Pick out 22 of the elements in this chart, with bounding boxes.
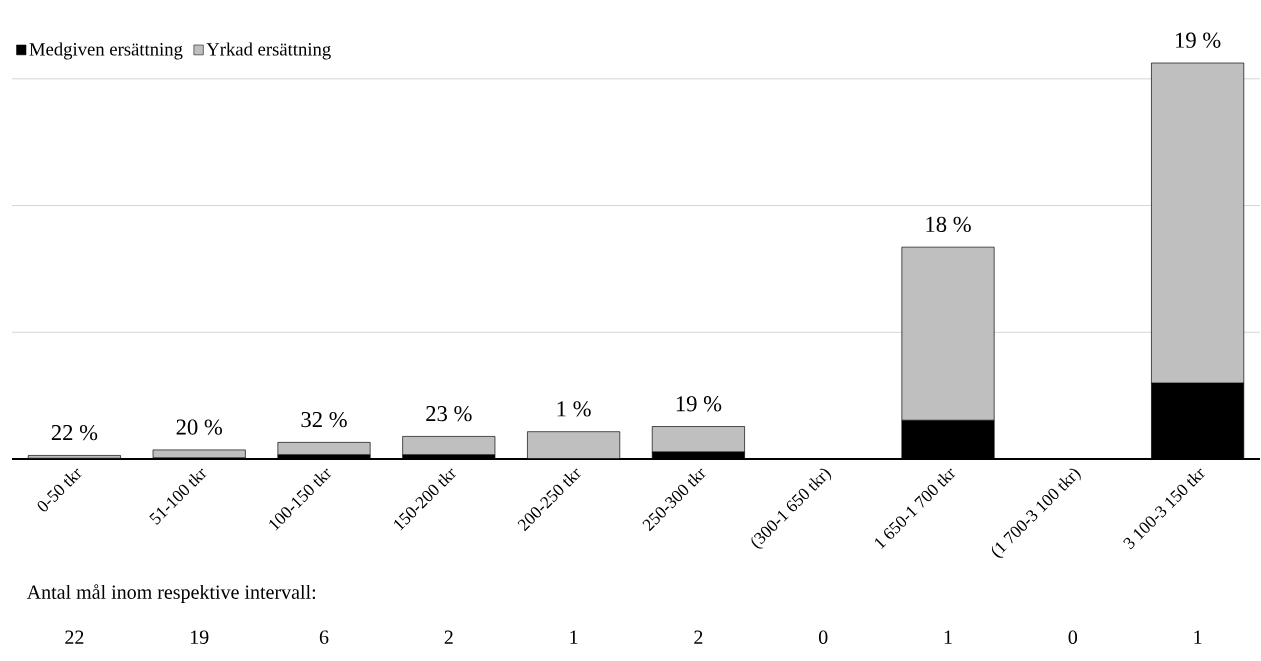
text: 19: [190, 630, 209, 644]
text: 2: [444, 630, 453, 644]
annotation: 1 %: [557, 401, 591, 417]
text: 2: [694, 630, 703, 644]
text: 0: [1068, 630, 1078, 644]
annotation: 32 %: [301, 411, 347, 428]
text: Antal mål inom respektive intervall:: [26, 584, 316, 604]
text: 1: [570, 630, 578, 644]
text: 1: [944, 630, 952, 644]
annotation: 22 %: [51, 424, 98, 441]
text: 22: [65, 630, 84, 644]
annotation: 20 %: [176, 419, 223, 435]
text: 1: [1194, 630, 1202, 644]
legend-label: Medgiven ersättning: [29, 42, 183, 60]
annotation: 18 %: [926, 216, 971, 233]
annotation: 19 %: [676, 396, 722, 412]
x-tick-label: 0-50 tkr: [37, 468, 82, 512]
text: 19 %: [1175, 32, 1221, 48]
annotation: 23 %: [426, 405, 472, 422]
legend-label: Yrkad ersättning: [206, 42, 331, 60]
text: 6: [319, 630, 329, 644]
text: 0: [818, 630, 828, 644]
